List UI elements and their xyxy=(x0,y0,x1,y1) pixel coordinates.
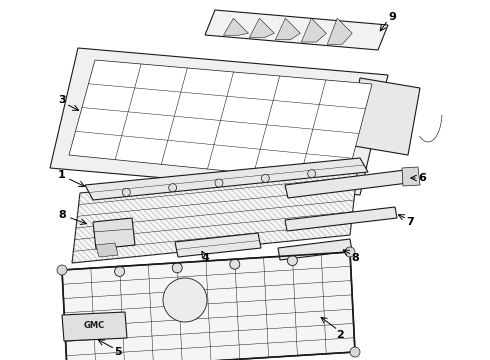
Circle shape xyxy=(169,184,177,192)
Polygon shape xyxy=(85,158,368,200)
Polygon shape xyxy=(285,207,397,231)
Text: 6: 6 xyxy=(418,173,426,183)
Text: 5: 5 xyxy=(114,347,122,357)
Polygon shape xyxy=(285,170,408,198)
Polygon shape xyxy=(62,252,355,360)
Text: 8: 8 xyxy=(351,253,359,263)
Text: GMC: GMC xyxy=(83,321,105,330)
Polygon shape xyxy=(93,218,135,249)
Polygon shape xyxy=(72,165,358,263)
Text: 1: 1 xyxy=(58,170,66,180)
Circle shape xyxy=(172,263,182,273)
Circle shape xyxy=(163,278,207,322)
Circle shape xyxy=(350,347,360,357)
Polygon shape xyxy=(96,243,118,257)
Text: 7: 7 xyxy=(406,217,414,227)
Text: 4: 4 xyxy=(201,253,209,263)
Polygon shape xyxy=(175,233,261,257)
Polygon shape xyxy=(62,312,127,341)
Polygon shape xyxy=(205,10,388,50)
Circle shape xyxy=(288,256,297,266)
Circle shape xyxy=(230,259,240,269)
Polygon shape xyxy=(327,18,352,44)
Circle shape xyxy=(261,174,270,182)
Circle shape xyxy=(115,266,124,276)
Polygon shape xyxy=(69,60,372,183)
Text: 3: 3 xyxy=(58,95,66,105)
Polygon shape xyxy=(278,239,352,260)
Polygon shape xyxy=(50,48,388,195)
Polygon shape xyxy=(301,18,326,42)
Text: 2: 2 xyxy=(336,330,344,340)
Polygon shape xyxy=(348,78,420,155)
Text: 9: 9 xyxy=(388,12,396,22)
Circle shape xyxy=(308,170,316,178)
Polygon shape xyxy=(402,167,420,186)
Circle shape xyxy=(345,247,355,257)
Polygon shape xyxy=(249,18,274,37)
Polygon shape xyxy=(275,18,300,40)
Text: 8: 8 xyxy=(58,210,66,220)
Circle shape xyxy=(122,188,130,196)
Circle shape xyxy=(57,265,67,275)
Polygon shape xyxy=(223,18,248,35)
Circle shape xyxy=(215,179,223,187)
